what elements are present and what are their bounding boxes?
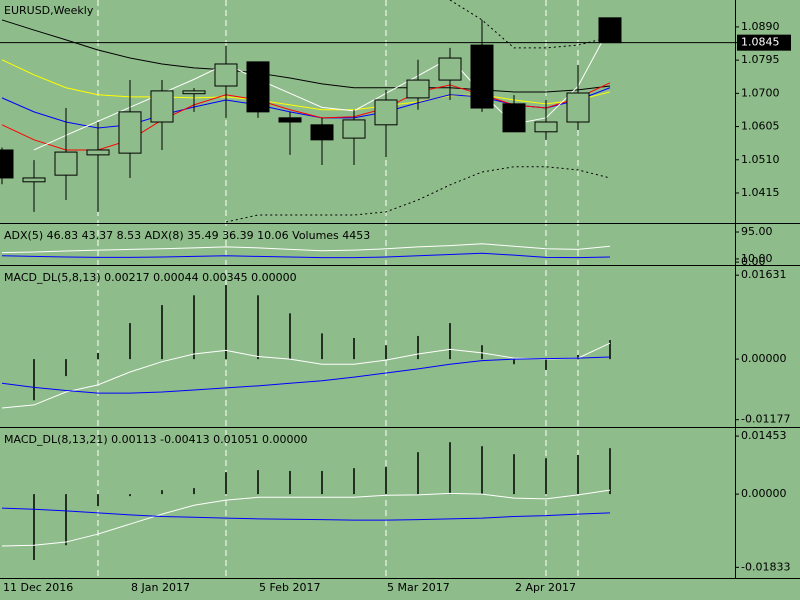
x-tick-label: 5 Mar 2017 <box>387 581 450 594</box>
candle-body <box>0 149 14 179</box>
x-tick-label: 5 Feb 2017 <box>259 581 320 594</box>
line-series <box>1 19 611 93</box>
candle-body <box>86 149 110 156</box>
candle-body <box>246 61 270 113</box>
x-tick-label: 11 Dec 2016 <box>3 581 73 594</box>
y-tick-label: 95.00 <box>741 225 773 238</box>
y-tick-label: -0.01177 <box>741 413 790 426</box>
line-series <box>1 356 611 394</box>
line-series <box>1 342 611 409</box>
line-series <box>1 59 611 111</box>
line-series <box>1 489 611 547</box>
panel-title: MACD_DL(8,13,21) 0.00113 -0.00413 0.0105… <box>4 433 308 446</box>
y-tick-label: 0.00000 <box>741 352 787 365</box>
y-tick-label: 1.0605 <box>741 120 780 133</box>
candle-body <box>534 121 558 133</box>
candle-body <box>278 117 302 123</box>
y-tick-label: 1.0510 <box>741 153 780 166</box>
y-tick-label: 0.00 <box>741 255 766 268</box>
candle-body <box>310 124 334 141</box>
y-tick-label: 1.0890 <box>741 20 780 33</box>
line-series <box>1 82 611 151</box>
y-tick-label: -0.01833 <box>741 560 790 573</box>
y-tick-label: 1.0700 <box>741 86 780 99</box>
candle-body <box>502 103 526 133</box>
candle-body <box>54 151 78 176</box>
line-series <box>225 166 611 223</box>
candle-body <box>406 79 430 99</box>
line-series <box>1 507 611 521</box>
panel-frames <box>0 0 800 579</box>
candle-body <box>438 57 462 81</box>
last-price-label: 1.0845 <box>741 36 780 49</box>
candle-body <box>150 90 174 123</box>
candle-body <box>214 63 238 87</box>
candle-body <box>470 44 494 109</box>
y-tick-label: 0.01631 <box>741 268 787 281</box>
x-tick-label: 2 Apr 2017 <box>515 581 576 594</box>
candle-body <box>342 119 366 139</box>
candle-body <box>374 99 398 126</box>
y-tick-label: 10.00 <box>741 252 773 265</box>
candle-body <box>22 177 46 183</box>
y-tick-label: 1.0795 <box>741 53 780 66</box>
y-tick-label: 0.00000 <box>741 487 787 500</box>
candle-body <box>118 111 142 154</box>
panel-title: ADX(5) 46.83 43.37 8.53 ADX(8) 35.49 36.… <box>4 229 370 242</box>
panel-title: MACD_DL(5,8,13) 0.00217 0.00044 0.00345 … <box>4 271 297 284</box>
candle-body <box>182 90 206 95</box>
last-price-box <box>737 34 791 51</box>
line-series <box>1 252 611 259</box>
line-series <box>449 0 611 49</box>
y-tick-label: 0.01453 <box>741 429 787 442</box>
chart-title: EURUSD,Weekly <box>4 4 94 17</box>
x-tick-label: 8 Jan 2017 <box>131 581 190 594</box>
line-series <box>1 243 611 254</box>
candle-body <box>598 17 622 44</box>
y-tick-label: 1.0415 <box>741 186 780 199</box>
candle-body <box>566 92 590 123</box>
